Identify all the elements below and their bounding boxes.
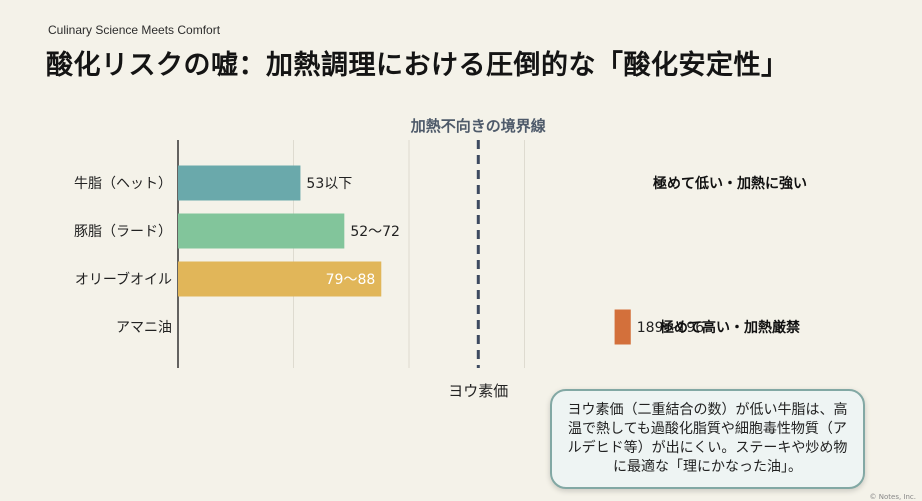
explanation-callout: ヨウ素価（二重結合の数）が低い牛脂は、高温で熱しても過酸化脂質や細胞毒性物質（ア… <box>550 389 865 489</box>
explanation-text: ヨウ素価（二重結合の数）が低い牛脂は、高温で熱しても過酸化脂質や細胞毒性物質（ア… <box>567 402 848 475</box>
data-label: 53以下 <box>306 176 352 192</box>
bar <box>178 213 345 249</box>
bar <box>178 261 382 297</box>
data-label: 189〜196 <box>637 320 705 336</box>
page-title: 酸化リスクの嘘：加熱調理における圧倒的な「酸化安定性」 <box>46 50 789 81</box>
threshold-label: 加熱不向きの境界線 <box>410 117 546 135</box>
bar <box>614 309 631 345</box>
annotation-high: 極めて高い・加熱厳禁 <box>660 319 800 336</box>
kicker-text: Culinary Science Meets Comfort <box>48 23 221 37</box>
x-axis-title: ヨウ素価 <box>448 382 508 400</box>
bar <box>178 165 301 201</box>
data-label: 52〜72 <box>350 224 400 240</box>
data-label: 79〜88 <box>326 272 376 288</box>
annotation-low: 極めて低い・加熱に強い <box>653 175 807 192</box>
category-label: オリーブオイル <box>75 271 172 288</box>
category-label: 牛脂（ヘット） <box>74 176 172 192</box>
corner-mark: © Notes, Inc. <box>869 493 916 501</box>
category-label: アマニ油 <box>116 320 172 336</box>
category-label: 豚脂（ラード） <box>74 224 172 240</box>
